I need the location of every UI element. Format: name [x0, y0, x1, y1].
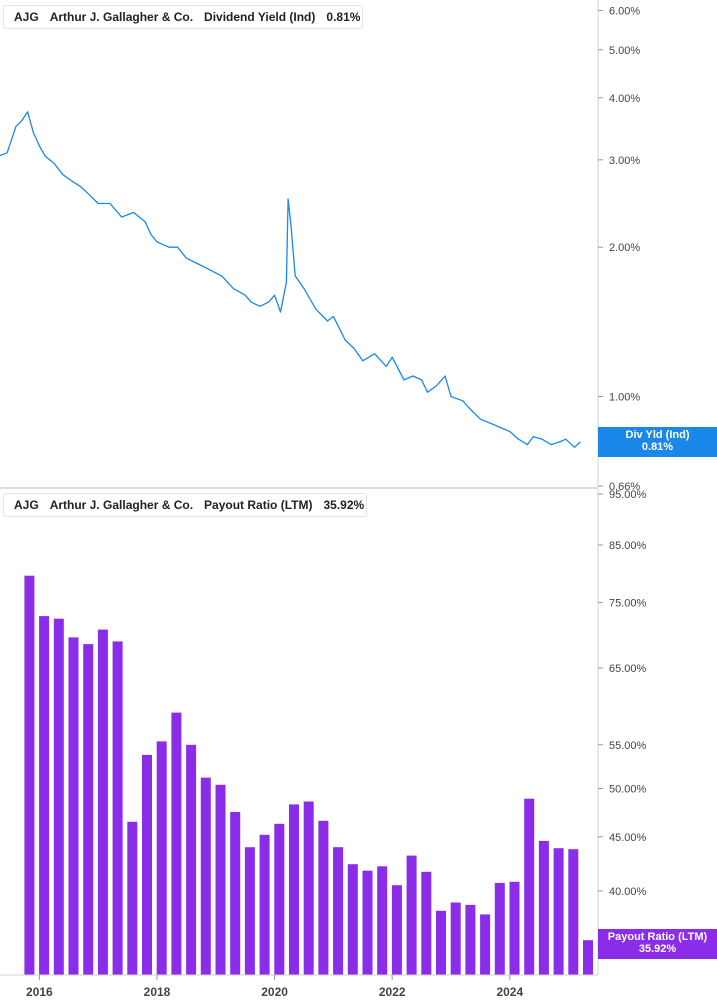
payout-ratio-bar [127, 821, 138, 975]
payout-ratio-value-tag: Payout Ratio (LTM) 35.92% [598, 929, 717, 959]
payout-ratio-bar [142, 754, 152, 975]
tag-value: 0.81% [641, 441, 674, 453]
payout-ratio-bar [553, 848, 564, 975]
y-tick-label: 4.00% [609, 93, 640, 105]
payout-ratio-bar [450, 902, 461, 975]
payout-ratio-bar [391, 885, 402, 975]
payout-ratio-bar [215, 784, 226, 975]
payout-ratio-bar [333, 847, 344, 975]
payout-ratio-bar [171, 712, 182, 975]
legend-ticker: AJG [14, 10, 39, 24]
dividend-yield-line [0, 111, 581, 448]
payout-ratio-bar [421, 871, 432, 975]
y-tick-label: 95.00% [609, 489, 647, 501]
payout-ratio-bar [465, 904, 476, 975]
x-tick-label: 2022 [379, 985, 406, 999]
dividend-yield-value-tag: Div Yld (Ind) 0.81% [598, 427, 717, 457]
dividend-yield-panel: 6.00% 5.00% 4.00% 3.00% 2.00% 1.00% 0.66% [0, 0, 640, 493]
payout-ratio-bar [436, 910, 446, 975]
payout-ratio-bar [318, 820, 329, 975]
y-tick-label: 85.00% [609, 540, 647, 552]
dividend-yield-legend: AJG Arthur J. Gallagher & Co. Dividend Y… [3, 5, 363, 29]
y-tick-label: 55.00% [609, 740, 647, 752]
y-tick-label: 45.00% [609, 832, 647, 844]
payout-ratio-bar [200, 777, 211, 975]
payout-ratio-panel: 95.00% 85.00% 75.00% 65.00% 55.00% 50.00% 45.0… [24, 489, 647, 975]
payout-ratio-bar [244, 847, 255, 975]
payout-ratio-bar [347, 864, 358, 975]
payout-ratio-bar [568, 849, 579, 975]
payout-ratio-bar [230, 812, 241, 975]
payout-ratio-bar [538, 840, 549, 975]
y-tick-label: 50.00% [609, 784, 647, 796]
payout-ratio-bar [362, 870, 373, 975]
x-tick-label: 2016 [26, 985, 53, 999]
payout-ratio-bar [53, 618, 64, 975]
payout-ratio-bar [274, 823, 285, 975]
legend-value: 0.81% [326, 10, 361, 24]
legend-value: 35.92% [323, 498, 365, 512]
payout-ratio-bar [156, 741, 167, 975]
payout-ratio-bar [289, 804, 299, 975]
legend-metric: Dividend Yield (Ind) [204, 10, 316, 24]
y-tick-label: 0.66% [609, 481, 640, 493]
payout-ratio-bar [39, 616, 50, 975]
tag-label: Div Yld (Ind) [625, 429, 690, 441]
y-tick-label: 6.00% [609, 6, 640, 18]
payout-ratio-bar [480, 914, 491, 975]
y-tick-label: 1.00% [609, 391, 640, 403]
y-tick-label: 40.00% [609, 886, 647, 898]
payout-ratio-bar [494, 882, 505, 975]
payout-ratio-bar [112, 641, 123, 975]
y-tick-label: 3.00% [609, 155, 640, 167]
payout-ratio-bar [406, 855, 417, 975]
payout-ratio-bar [68, 637, 79, 975]
x-tick-label: 2024 [496, 985, 523, 999]
payout-ratio-bar [303, 801, 314, 975]
x-tick-label: 2018 [144, 985, 171, 999]
y-tick-label: 2.00% [609, 242, 640, 254]
payout-ratio-bar [583, 940, 593, 975]
y-tick-label: 65.00% [609, 663, 647, 675]
payout-ratio-bar [377, 866, 388, 975]
payout-ratio-legend: AJG Arthur J. Gallagher & Co. Payout Rat… [3, 493, 367, 517]
payout-ratio-bar [97, 629, 108, 975]
legend-company: Arthur J. Gallagher & Co. [49, 498, 194, 512]
x-tick-label: 2020 [261, 985, 288, 999]
legend-metric: Payout Ratio (LTM) [204, 498, 313, 512]
y-tick-label: 75.00% [609, 597, 647, 609]
payout-ratio-bar [509, 881, 520, 975]
y-tick-label: 5.00% [609, 45, 640, 57]
legend-ticker: AJG [14, 498, 39, 512]
tag-label: Payout Ratio (LTM) [607, 931, 708, 943]
payout-ratio-bar [259, 834, 270, 975]
x-axis: 2016 2018 2020 2022 2024 [0, 974, 598, 999]
tag-value: 35.92% [638, 943, 677, 955]
payout-ratio-bar [24, 575, 35, 975]
payout-ratio-bar [83, 644, 94, 975]
payout-ratio-bar [524, 798, 535, 975]
payout-ratio-bar [186, 744, 197, 975]
legend-company: Arthur J. Gallagher & Co. [49, 10, 194, 24]
